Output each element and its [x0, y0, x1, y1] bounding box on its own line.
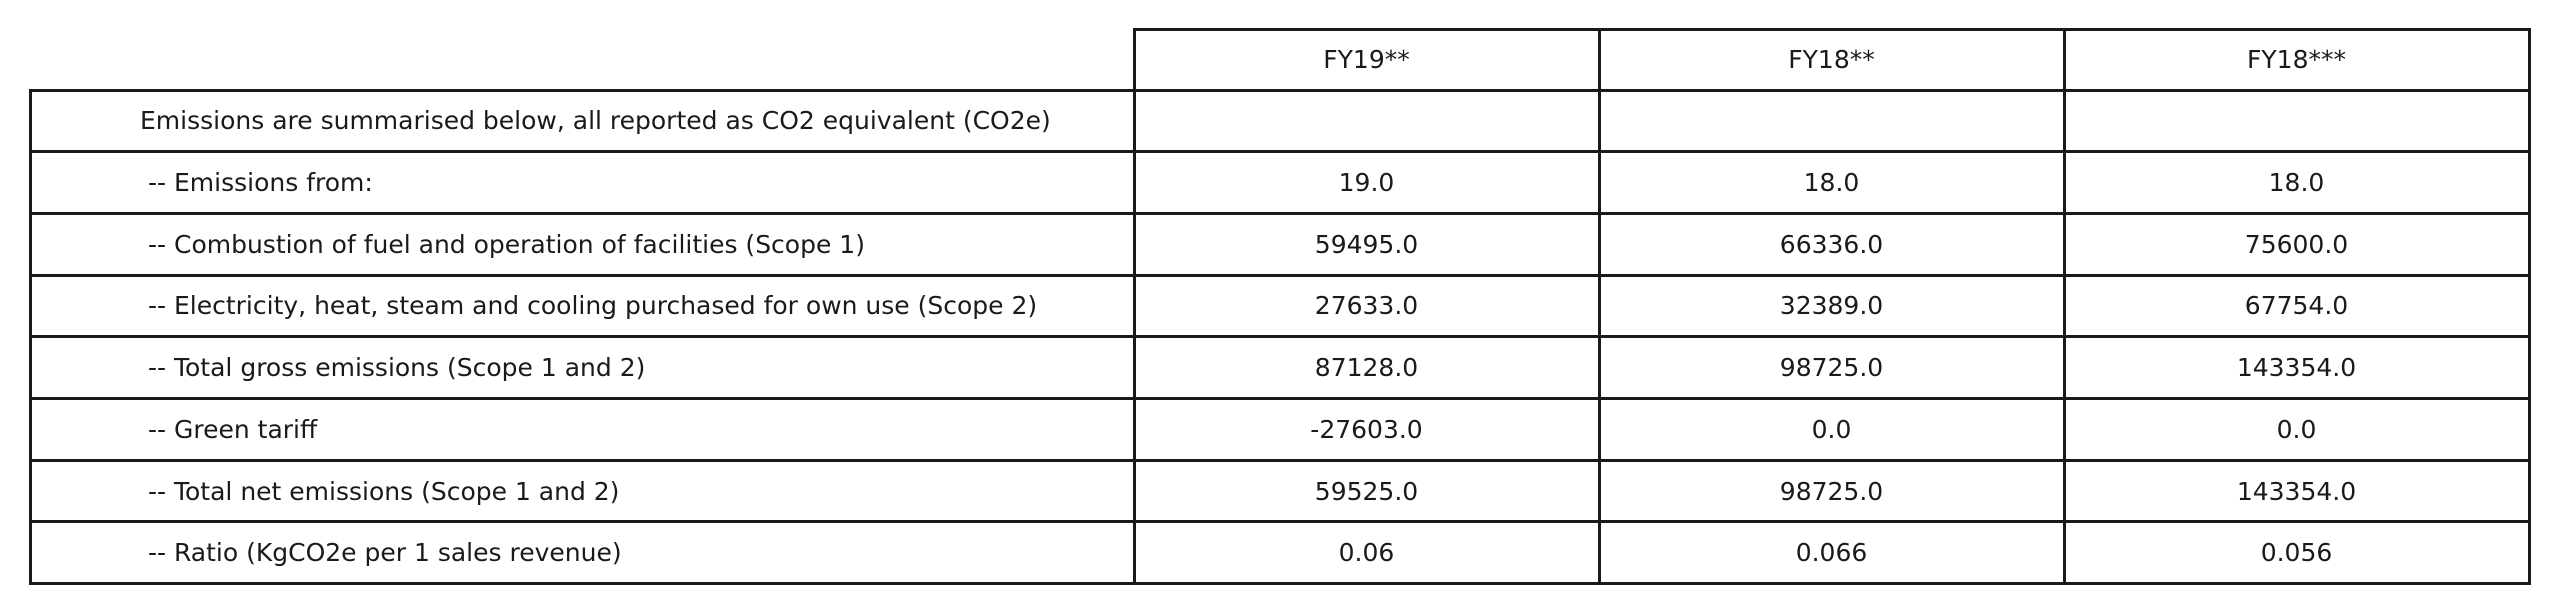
- row-6-value-1: 59525.0: [1314, 476, 1419, 506]
- row-border-0: [28, 88, 2531, 92]
- row-3-value-2: 32389.0: [1779, 291, 1884, 321]
- row-5-value-2: 0.0: [1811, 414, 1852, 444]
- header-top-border: [1132, 27, 2531, 31]
- row-border-4: [28, 335, 2531, 339]
- column-header-3: FY18***: [2247, 45, 2346, 74]
- column-border-2: [1597, 27, 1601, 586]
- left-border: [28, 88, 32, 586]
- row-2-value-1: 59495.0: [1314, 229, 1419, 259]
- row-7-value-1: 0.06: [1338, 538, 1395, 568]
- row-4-value-3: 143354.0: [2236, 353, 2357, 383]
- row-border-1: [28, 150, 2531, 154]
- column-header-2: FY18**: [1788, 45, 1875, 74]
- column-border-3: [2062, 27, 2066, 586]
- row-5-value-1: -27603.0: [1310, 414, 1423, 444]
- row-4-value-1: 87128.0: [1314, 353, 1419, 383]
- row-border-3: [28, 273, 2531, 277]
- row-border-8: [28, 582, 2531, 586]
- row-border-6: [28, 458, 2531, 462]
- row-label-6: -- Total net emissions (Scope 1 and 2): [148, 476, 620, 506]
- column-border-4: [2527, 27, 2531, 586]
- row-1-value-1: 19.0: [1338, 168, 1395, 198]
- row-7-value-2: 0.066: [1795, 538, 1868, 568]
- row-border-2: [28, 211, 2531, 215]
- column-border-1: [1132, 27, 1136, 586]
- row-2-value-2: 66336.0: [1779, 229, 1884, 259]
- row-4-value-2: 98725.0: [1779, 353, 1884, 383]
- row-0-value-1: [1134, 90, 1599, 152]
- row-label-2: -- Combustion of fuel and operation of f…: [148, 229, 865, 259]
- row-7-value-3: 0.056: [2260, 538, 2333, 568]
- row-border-7: [28, 520, 2531, 524]
- row-label-7: -- Ratio (KgCO2e per 1 sales revenue): [148, 538, 622, 568]
- row-0-value-3: [2064, 90, 2529, 152]
- row-6-value-2: 98725.0: [1779, 476, 1884, 506]
- row-border-5: [28, 397, 2531, 400]
- row-label-4: -- Total gross emissions (Scope 1 and 2): [148, 353, 646, 383]
- row-0-value-2: [1599, 90, 2064, 152]
- row-label-5: -- Green tariff: [148, 414, 318, 444]
- row-label-1: -- Emissions from:: [148, 168, 373, 198]
- column-header-1: FY19**: [1323, 45, 1410, 74]
- row-label-0: Emissions are summarised below, all repo…: [140, 106, 1051, 136]
- row-3-value-3: 67754.0: [2244, 291, 2349, 321]
- row-label-3: -- Electricity, heat, steam and cooling …: [148, 291, 1038, 321]
- row-6-value-3: 143354.0: [2236, 476, 2357, 506]
- row-3-value-1: 27633.0: [1314, 291, 1419, 321]
- row-1-value-3: 18.0: [2268, 168, 2325, 198]
- row-2-value-3: 75600.0: [2244, 229, 2349, 259]
- row-5-value-3: 0.0: [2276, 414, 2317, 444]
- row-1-value-2: 18.0: [1803, 168, 1860, 198]
